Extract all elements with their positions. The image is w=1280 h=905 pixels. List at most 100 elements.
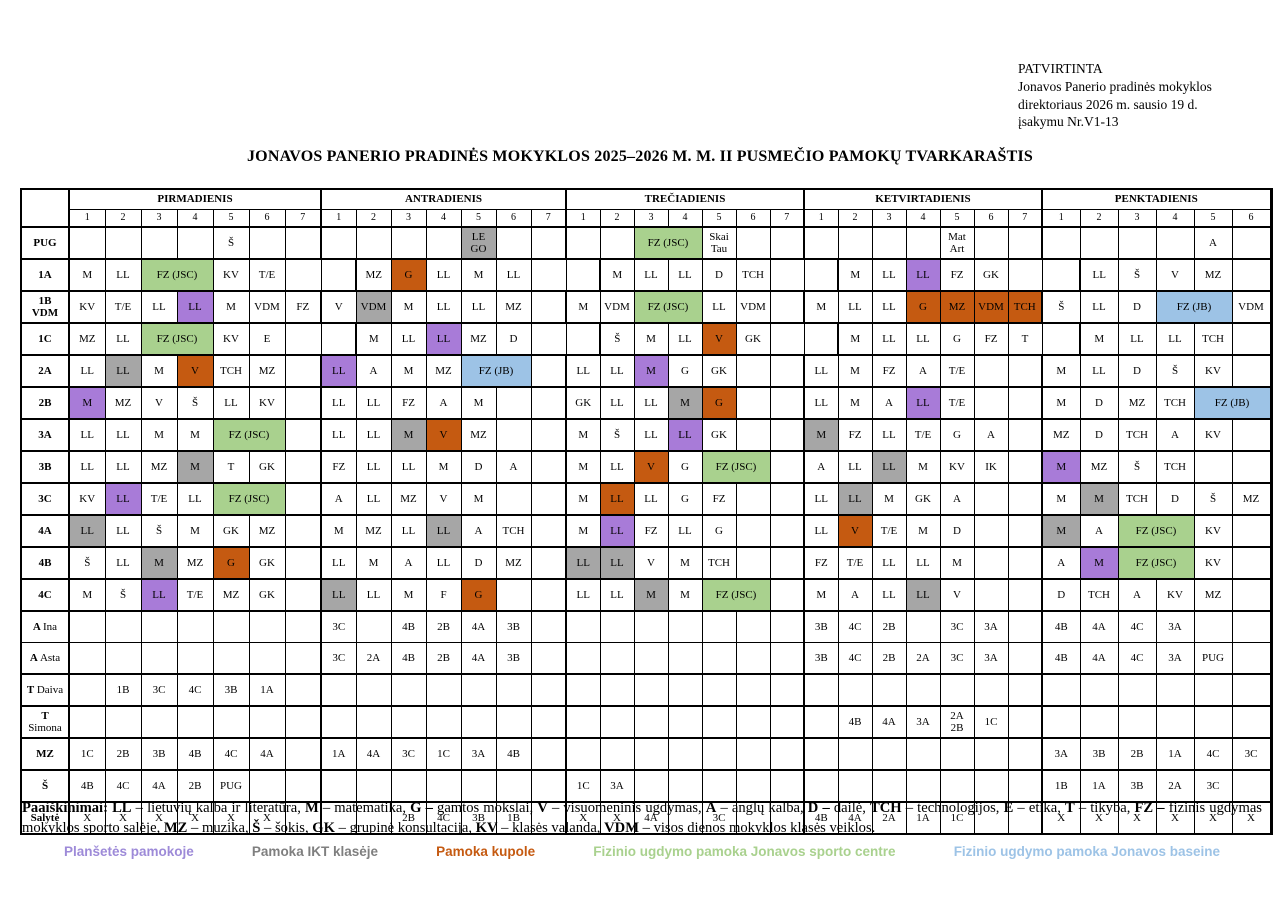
timetable-cell [530, 642, 567, 675]
timetable-cell [530, 322, 567, 356]
timetable-cell: M [565, 450, 601, 484]
timetable-cell [905, 769, 941, 803]
timetable-cell: A [355, 354, 392, 388]
row-label: 1C [20, 322, 70, 356]
timetable-cell [973, 354, 1009, 388]
timetable-cell: LL [390, 322, 427, 356]
timetable-cell: G [939, 418, 975, 452]
timetable-cell: LL [104, 418, 142, 452]
timetable-cell: VDM [735, 290, 771, 324]
timetable-cell: M [460, 386, 497, 420]
timetable-cell: 1A [248, 673, 286, 707]
timetable-cell [599, 642, 635, 675]
legend-abbr: TCH [870, 800, 902, 816]
timetable-cell [1155, 705, 1195, 739]
timetable-cell [68, 673, 106, 707]
period-number: 3 [871, 209, 907, 228]
timetable-cell [667, 705, 703, 739]
timetable-cell: MZ [104, 386, 142, 420]
timetable-cell: 4B [390, 642, 427, 675]
timetable-cell: 3C [939, 610, 975, 643]
timetable-cell: T/E [248, 258, 286, 292]
timetable-cell: LL [599, 450, 635, 484]
timetable-cell: LL [320, 418, 357, 452]
timetable-cell [355, 769, 392, 803]
timetable-cell: X [1041, 801, 1081, 835]
timetable-cell: LL [1079, 258, 1119, 292]
timetable-cell: T/E [939, 354, 975, 388]
legend-text: – grupinė konsultacija, [334, 820, 476, 837]
timetable-cell: T/E [905, 418, 941, 452]
timetable-cell: Š [1041, 290, 1081, 324]
timetable-cell [633, 705, 669, 739]
timetable-cell: D [460, 546, 497, 580]
timetable-cell: FZ [284, 290, 322, 324]
timetable-cell: 1C [425, 737, 462, 771]
timetable-cell: T/E [140, 482, 178, 516]
legend-text: gamtos mokslai, [437, 800, 538, 816]
timetable-cell [735, 386, 771, 420]
timetable-cell: M [633, 354, 669, 388]
timetable-cell [1231, 546, 1271, 580]
timetable-cell: D [460, 450, 497, 484]
period-number: 6 [1231, 209, 1271, 228]
timetable-cell [667, 642, 703, 675]
timetable-cell: M [565, 418, 601, 452]
period-number: 5 [1193, 209, 1233, 228]
timetable-cell [905, 673, 941, 707]
timetable-cell: LL [320, 354, 357, 388]
timetable-cell: X [1231, 801, 1271, 835]
timetable-cell [735, 705, 771, 739]
timetable-cell [1117, 226, 1157, 260]
timetable-cell: FZ [837, 418, 873, 452]
timetable-cell: A [1117, 578, 1157, 612]
timetable-cell: M [939, 546, 975, 580]
legend-text: – anglų kalba, [716, 800, 808, 816]
legend-abbr: Š [252, 820, 261, 837]
timetable-cell [837, 737, 873, 771]
timetable-cell [460, 705, 497, 739]
timetable-cell: 3A [1155, 642, 1195, 675]
timetable-cell [803, 737, 839, 771]
timetable-cell: MZ [68, 322, 106, 356]
timetable-cell: LL [871, 418, 907, 452]
timetable-cell: 4C [1117, 610, 1157, 643]
timetable-cell [701, 737, 737, 771]
timetable-cell: X [248, 801, 286, 835]
legend-abbr: VDM [604, 820, 639, 837]
timetable-cell [1117, 705, 1157, 739]
timetable-cell: KV [68, 290, 106, 324]
timetable-cell [701, 705, 737, 739]
timetable-cell [320, 801, 357, 835]
timetable-cell [973, 226, 1009, 260]
timetable-cell: GK [212, 514, 250, 548]
timetable-cell [905, 610, 941, 643]
timetable-cell: Skai Tau [701, 226, 737, 260]
timetable-cell: MZ [460, 418, 497, 452]
timetable-cell: 4B [176, 737, 214, 771]
timetable-cell [320, 705, 357, 739]
timetable-cell: 1C [68, 737, 106, 771]
timetable-cell: M [140, 418, 178, 452]
timetable-cell [1193, 705, 1233, 739]
timetable-cell [530, 801, 567, 835]
timetable-cell: LL [599, 354, 635, 388]
timetable-cell [530, 386, 567, 420]
period-number: 3 [1117, 209, 1157, 228]
timetable-cell [735, 514, 771, 548]
timetable-cell: FZ (JSC) [212, 482, 286, 516]
timetable-cell: LL [390, 450, 427, 484]
timetable-cell: 2A 2B [939, 705, 975, 739]
timetable-cell: D [701, 258, 737, 292]
timetable-cell [1231, 769, 1271, 803]
timetable-cell: A [973, 418, 1009, 452]
timetable-cell: LL [905, 386, 941, 420]
timetable-cell: M [1041, 514, 1081, 548]
timetable-cell [599, 226, 635, 260]
timetable-cell [735, 354, 771, 388]
timetable-cell [735, 642, 771, 675]
timetable-cell: LL [104, 258, 142, 292]
timetable-cell [769, 354, 805, 388]
row-label: 1B VDM [20, 290, 70, 324]
timetable-cell: LL [104, 514, 142, 548]
